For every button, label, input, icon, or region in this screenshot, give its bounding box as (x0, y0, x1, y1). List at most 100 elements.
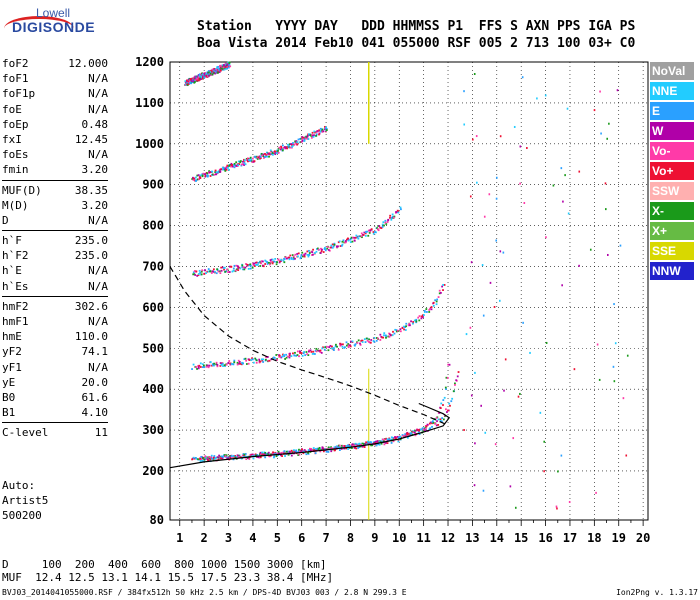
echo-point (244, 455, 247, 458)
file-footer: BVJ03_2014041055000.RSF / 384fx512h 50 k… (2, 588, 698, 597)
echo-point (326, 247, 329, 250)
noise-point (480, 404, 482, 407)
echo-point (298, 355, 300, 358)
echo-point (440, 402, 443, 405)
echo-point (267, 451, 270, 454)
echo-point (197, 274, 200, 276)
echo-point (215, 171, 218, 174)
echo-point (292, 258, 295, 261)
echo-point (224, 168, 227, 170)
param-row: hmE 110.0 (2, 329, 108, 344)
echo-point (212, 69, 215, 72)
echo-point (324, 249, 327, 252)
echo-point (391, 213, 394, 216)
echo-point (199, 362, 202, 365)
echo-point (308, 349, 311, 352)
echo-point (260, 454, 263, 457)
station-header: Station YYYY DAY DDD HHMMSS P1 FFS S AXN… (197, 18, 635, 52)
echo-point (234, 269, 237, 272)
echo-point (422, 428, 425, 431)
echo-point (304, 137, 307, 140)
echo-point (209, 171, 212, 174)
echo-point (204, 173, 207, 175)
echo-point (206, 174, 209, 177)
param-name: foF1 (2, 72, 29, 86)
echo-point (406, 436, 409, 439)
echo-point (240, 163, 243, 166)
noise-point (622, 397, 625, 400)
echo-point (285, 147, 287, 149)
param-row: hmF2 302.6 (2, 299, 108, 314)
echo-point (413, 430, 416, 433)
param-row: hmF1 N/A (2, 314, 108, 329)
noise-point (539, 411, 542, 414)
echo-point (264, 259, 267, 262)
echo-point (358, 235, 361, 238)
echo-point (278, 261, 281, 264)
echo-point (210, 456, 213, 458)
noise-point (519, 392, 521, 395)
echo-point (214, 457, 216, 460)
echo-point (331, 347, 333, 350)
echo-point (445, 376, 448, 379)
echo-point (225, 454, 228, 457)
echo-point (324, 448, 327, 451)
echo-point (339, 344, 342, 347)
echo-point (266, 356, 269, 358)
echo-point (414, 429, 417, 432)
echo-point (272, 261, 275, 263)
echo-point (266, 261, 269, 263)
param-name: fxI (2, 132, 22, 146)
echo-point (191, 178, 194, 180)
param-row: C-level 11 (2, 425, 108, 440)
noise-point (465, 333, 468, 336)
echo-point (338, 444, 341, 447)
echo-point (333, 349, 335, 351)
echo-point (316, 130, 319, 132)
echo-point (211, 68, 214, 71)
echo-point (378, 440, 381, 443)
param-row: MUF(D) 38.35 (2, 183, 108, 198)
echo-point (203, 272, 206, 275)
echo-point (293, 354, 296, 357)
echo-point (282, 146, 285, 149)
noise-point (589, 248, 592, 251)
echo-point (260, 358, 263, 361)
echo-point (290, 449, 293, 452)
echo-point (266, 155, 269, 158)
echo-point (261, 453, 264, 455)
echo-point (278, 355, 281, 358)
echo-point (215, 70, 218, 73)
echo-point (254, 261, 257, 264)
logo-line-2: DIGISONDE (12, 19, 96, 35)
noise-point (595, 491, 597, 494)
echo-point (228, 62, 231, 64)
echo-point (368, 231, 371, 234)
echo-point (424, 429, 426, 432)
echo-point (367, 442, 370, 445)
x-tick-label: 19 (612, 531, 626, 545)
echo-point (377, 337, 379, 340)
echo-point (195, 179, 198, 181)
echo-point (304, 354, 307, 357)
echo-point (322, 450, 325, 453)
echo-point (290, 451, 293, 454)
echo-point (274, 258, 277, 260)
echo-point (431, 421, 434, 423)
echo-point (385, 335, 388, 338)
noise-point (483, 215, 486, 218)
echo-point (245, 159, 248, 161)
echo-point (413, 431, 416, 434)
echo-point (267, 153, 270, 155)
noise-point (509, 485, 512, 488)
echo-point (262, 361, 265, 363)
echo-point (216, 171, 219, 174)
echo-point (222, 65, 225, 68)
echo-point (311, 134, 314, 136)
echo-point (239, 161, 242, 164)
param-name: yF2 (2, 345, 22, 359)
echo-point (425, 427, 427, 430)
echo-point (377, 443, 380, 446)
echo-point (192, 80, 195, 83)
echo-point (308, 254, 311, 256)
